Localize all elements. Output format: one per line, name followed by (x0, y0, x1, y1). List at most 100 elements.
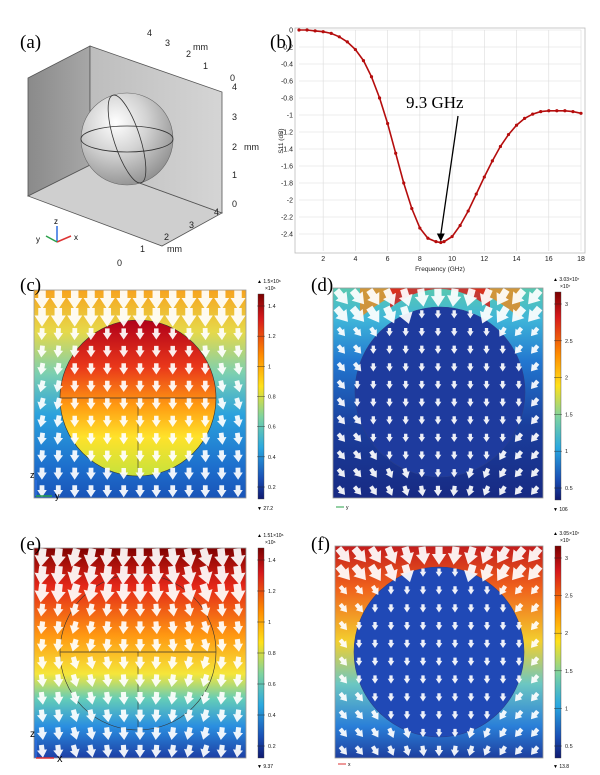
data-point (482, 175, 486, 179)
panel-e-label: (e) (20, 534, 41, 555)
panel-f-label: (f) (311, 534, 330, 555)
svg-text:▼ 9.37: ▼ 9.37 (257, 764, 273, 770)
colorbar-tick: 1 (565, 449, 568, 455)
data-point (345, 40, 349, 44)
data-point (337, 35, 341, 39)
data-point (571, 110, 575, 114)
x-tick-label: 18 (577, 256, 585, 263)
svg-text:z: z (54, 217, 58, 226)
svg-text:×10⁶: ×10⁶ (265, 286, 276, 292)
a-ticks-top: 4 3 2 1 0 mm (147, 28, 235, 83)
x-tick-label: 6 (386, 256, 390, 263)
svg-text:y: y (346, 505, 349, 511)
data-point (466, 209, 470, 213)
svg-text:y: y (55, 491, 60, 501)
y-tick-label: -2 (287, 198, 293, 205)
x-tick-label: 8 (418, 256, 422, 263)
c-axis-triad: z y (30, 470, 60, 501)
data-point (531, 112, 535, 116)
y-tick-label: -1.4 (281, 147, 293, 154)
y-tick-label: -1.8 (281, 181, 293, 188)
y-tick-label: -2.4 (281, 232, 293, 239)
a-ticks-bottom: 0 1 2 3 4 mm (117, 207, 219, 268)
svg-text:1: 1 (140, 244, 145, 254)
data-point (579, 111, 583, 115)
data-point (313, 29, 317, 33)
svg-text:▲ 3.05×10⁷: ▲ 3.05×10⁷ (553, 531, 580, 537)
grid (299, 29, 582, 251)
svg-text:▲ 1.51×10⁶: ▲ 1.51×10⁶ (257, 533, 284, 539)
colorbar-tick: 1.2 (268, 334, 276, 340)
data-point (555, 109, 559, 113)
data-point (297, 28, 301, 32)
data-point (353, 47, 357, 52)
x-axis-label: Frequency (GHz) (415, 266, 465, 273)
svg-text:0: 0 (117, 258, 122, 268)
svg-text:1: 1 (203, 61, 208, 71)
panel-b: (b) 0 -0.2 -0.4 -0.6 -0.8 -1 -1.2 -1.4 -1.6 -1.8 -… (270, 27, 586, 273)
data-point (410, 206, 414, 211)
data-point (418, 226, 422, 230)
e-axis-triad: z x (30, 729, 63, 765)
colorbar-tick: 1 (268, 620, 271, 626)
x-tick-label: 12 (480, 256, 488, 263)
data-point (402, 181, 406, 185)
svg-text:4: 4 (232, 82, 237, 92)
colorbar-tick: 2 (565, 631, 568, 637)
svg-text:▲ 1.5×10⁶: ▲ 1.5×10⁶ (257, 279, 281, 285)
data-point (514, 123, 519, 127)
f-axis-triad: x (338, 762, 351, 768)
data-point (498, 144, 503, 149)
y-tick-label: 0 (289, 28, 293, 35)
panel-c-label: (c) (20, 275, 41, 296)
data-point (426, 236, 430, 240)
data-point (506, 132, 511, 137)
data-point (434, 240, 438, 244)
colorbar-tick: 0.6 (268, 425, 276, 431)
data-point (450, 234, 454, 239)
svg-text:2: 2 (232, 142, 237, 152)
x-tick-labels: 2 4 6 8 10 12 14 16 18 (321, 256, 585, 263)
svg-text:0: 0 (232, 199, 237, 209)
colorbar-tick: 0.6 (268, 682, 276, 688)
y-tick-label: -0.4 (281, 62, 293, 69)
colorbar-tick: 0.4 (268, 713, 276, 719)
data-point (547, 109, 551, 113)
plot-frame (294, 27, 586, 254)
data-point (439, 240, 443, 245)
svg-text:×10⁷: ×10⁷ (560, 538, 570, 544)
colorbar-tick: 0.5 (565, 486, 573, 492)
svg-text:x: x (74, 233, 78, 242)
svg-text:3: 3 (189, 220, 194, 230)
colorbar-tick: 0.2 (268, 744, 276, 750)
svg-text:x: x (348, 762, 351, 768)
y-axis-label: S11 (dB) (278, 128, 285, 153)
panel-c: (c) ▲ 1.5×10⁶ ×10⁶ 1.4 1.2 1 0.8 0.6 0.4 0.2 ▼… (20, 275, 281, 512)
colorbar-tick: 0.2 (268, 485, 276, 491)
d-sphere-field (355, 307, 525, 477)
annotation-arrow-head (436, 233, 445, 242)
y-tick-label: -2.2 (281, 215, 293, 222)
data-point (386, 121, 390, 126)
y-tick-label: -1.6 (281, 164, 293, 171)
colorbar-tick: 3 (565, 556, 568, 562)
svg-text:3: 3 (232, 112, 237, 122)
panel-e: (e) ▲ 1.51×10⁶ ×10⁶ 1.4 1.2 1 0.8 0.6 0.4 0.2 … (20, 533, 284, 770)
colorbar-tick: 3 (565, 302, 568, 308)
d-axis-triad: y (336, 505, 349, 511)
a-unit-top: mm (193, 42, 208, 52)
x-tick-label: 2 (321, 256, 325, 263)
svg-text:2: 2 (164, 232, 169, 242)
sphere (80, 92, 174, 186)
svg-text:▲ 3.03×10⁷: ▲ 3.03×10⁷ (553, 277, 580, 283)
colorbar-tick: 1.4 (268, 558, 276, 564)
panel-a: (a) 4 3 2 1 0 mm 4 3 2 1 0 mm (20, 28, 259, 268)
data-point (523, 116, 527, 120)
data-point (442, 240, 446, 244)
x-tick-label: 4 (353, 256, 357, 263)
e-colorbar: ▲ 1.51×10⁶ ×10⁶ 1.4 1.2 1 0.8 0.6 0.4 0.2 ▼ 9.… (257, 533, 284, 770)
data-point (305, 28, 309, 32)
svg-text:▼ 13.8: ▼ 13.8 (553, 764, 569, 770)
colorbar-tick: 2 (565, 376, 568, 382)
